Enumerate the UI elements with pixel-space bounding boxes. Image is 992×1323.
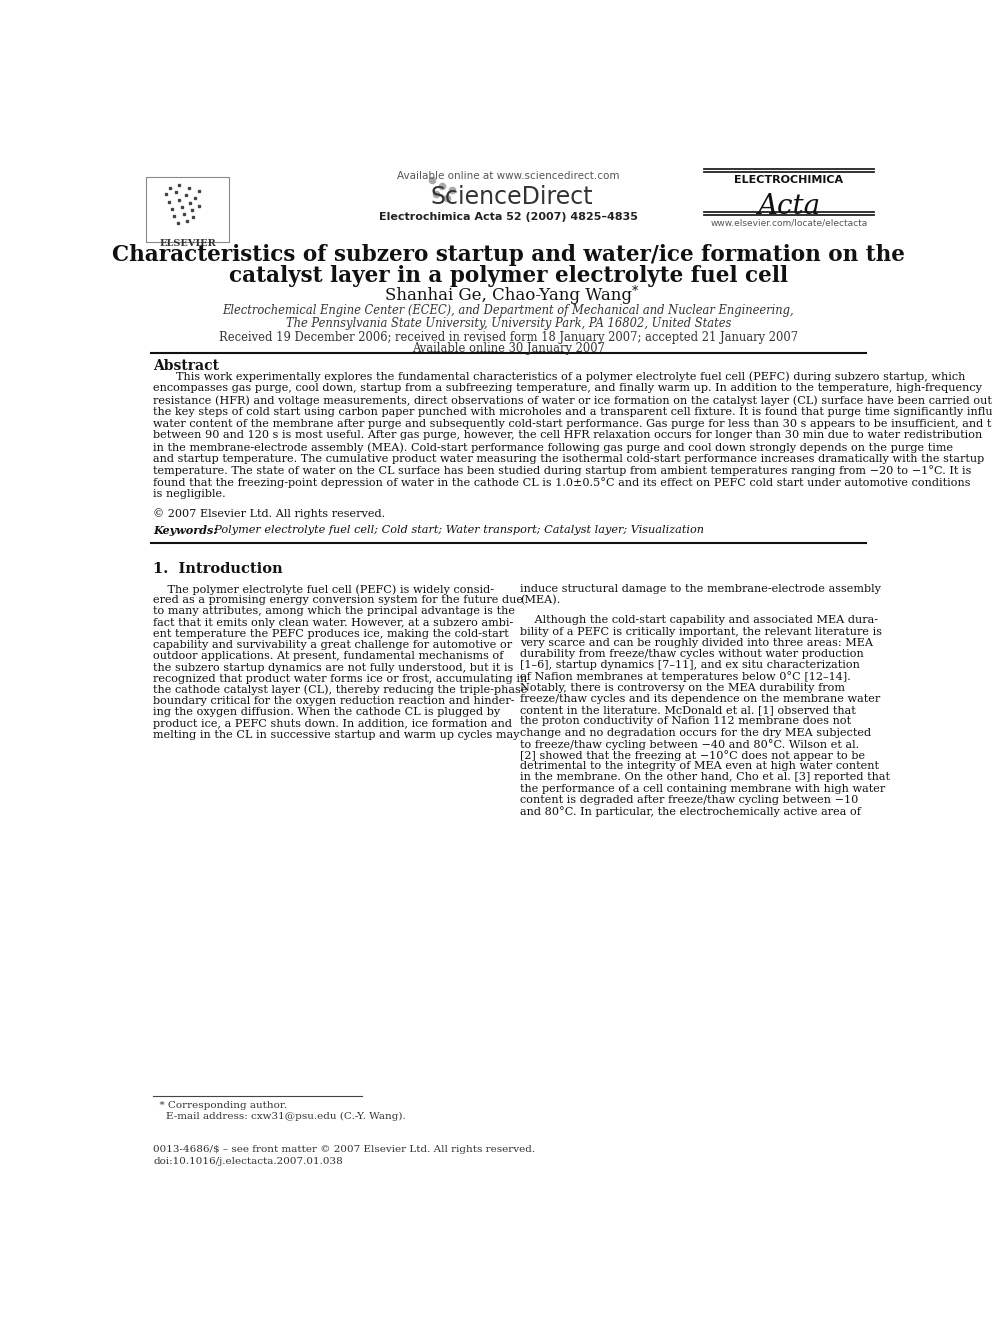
Text: the key steps of cold start using carbon paper punched with microholes and a tra: the key steps of cold start using carbon… [153, 406, 992, 417]
Text: Although the cold-start capability and associated MEA dura-: Although the cold-start capability and a… [520, 615, 878, 626]
Text: Available online 30 January 2007: Available online 30 January 2007 [412, 343, 605, 355]
Text: E-mail address: cxw31@psu.edu (C.-Y. Wang).: E-mail address: cxw31@psu.edu (C.-Y. Wan… [153, 1113, 406, 1122]
Text: in the membrane-electrode assembly (MEA). Cold-start performance following gas p: in the membrane-electrode assembly (MEA)… [153, 442, 953, 452]
Text: very scarce and can be roughly divided into three areas: MEA: very scarce and can be roughly divided i… [520, 638, 873, 648]
Text: The Pennsylvania State University, University Park, PA 16802, United States: The Pennsylvania State University, Unive… [286, 316, 731, 329]
Text: melting in the CL in successive startup and warm up cycles may: melting in the CL in successive startup … [153, 730, 520, 740]
Text: [2] showed that the freezing at −10°C does not appear to be: [2] showed that the freezing at −10°C do… [520, 750, 865, 761]
Text: found that the freezing-point depression of water in the cathode CL is 1.0±0.5°C: found that the freezing-point depression… [153, 478, 971, 488]
Text: ing the oxygen diffusion. When the cathode CL is plugged by: ing the oxygen diffusion. When the catho… [153, 708, 501, 717]
Text: is negligible.: is negligible. [153, 488, 226, 499]
Text: (MEA).: (MEA). [520, 595, 560, 606]
Text: content is degraded after freeze/thaw cycling between −10: content is degraded after freeze/thaw cy… [520, 795, 858, 804]
Text: detrimental to the integrity of MEA even at high water content: detrimental to the integrity of MEA even… [520, 761, 879, 771]
Text: The polymer electrolyte fuel cell (PEFC) is widely consid-: The polymer electrolyte fuel cell (PEFC)… [153, 583, 494, 594]
Text: ELSEVIER: ELSEVIER [160, 239, 216, 249]
Text: product ice, a PEFC shuts down. In addition, ice formation and: product ice, a PEFC shuts down. In addit… [153, 718, 512, 729]
Text: www.elsevier.com/locate/electacta: www.elsevier.com/locate/electacta [710, 218, 868, 228]
Text: 0013-4686/$ – see front matter © 2007 Elsevier Ltd. All rights reserved.: 0013-4686/$ – see front matter © 2007 El… [153, 1144, 536, 1154]
Text: Acta: Acta [758, 193, 820, 221]
Text: doi:10.1016/j.electacta.2007.01.038: doi:10.1016/j.electacta.2007.01.038 [153, 1158, 343, 1166]
Text: fact that it emits only clean water. However, at a subzero ambi-: fact that it emits only clean water. How… [153, 618, 514, 627]
Text: ScienceDirect: ScienceDirect [431, 185, 593, 209]
Text: Abstract: Abstract [153, 360, 219, 373]
Text: boundary critical for the oxygen reduction reaction and hinder-: boundary critical for the oxygen reducti… [153, 696, 515, 706]
Text: ered as a promising energy conversion system for the future due: ered as a promising energy conversion sy… [153, 595, 523, 606]
Text: temperature. The state of water on the CL surface has been studied during startu: temperature. The state of water on the C… [153, 466, 971, 476]
Text: water content of the membrane after purge and subsequently cold-start performanc: water content of the membrane after purg… [153, 418, 992, 429]
Text: Characteristics of subzero startup and water/ice formation on the: Characteristics of subzero startup and w… [112, 245, 905, 266]
Text: induce structural damage to the membrane-electrode assembly: induce structural damage to the membrane… [520, 583, 881, 594]
Text: ELECTROCHIMICA: ELECTROCHIMICA [734, 175, 843, 185]
Text: outdoor applications. At present, fundamental mechanisms of: outdoor applications. At present, fundam… [153, 651, 504, 662]
Text: Available online at www.sciencedirect.com: Available online at www.sciencedirect.co… [397, 171, 620, 181]
Text: Received 19 December 2006; received in revised form 18 January 2007; accepted 21: Received 19 December 2006; received in r… [219, 331, 798, 344]
Text: in the membrane. On the other hand, Cho et al. [3] reported that: in the membrane. On the other hand, Cho … [520, 773, 890, 782]
Text: and startup temperature. The cumulative product water measuring the isothermal c: and startup temperature. The cumulative … [153, 454, 984, 463]
Text: © 2007 Elsevier Ltd. All rights reserved.: © 2007 Elsevier Ltd. All rights reserved… [153, 508, 385, 520]
Text: 1.  Introduction: 1. Introduction [153, 562, 283, 576]
Text: encompasses gas purge, cool down, startup from a subfreezing temperature, and fi: encompasses gas purge, cool down, startu… [153, 384, 982, 393]
Text: durability from freeze/thaw cycles without water production: durability from freeze/thaw cycles witho… [520, 650, 864, 659]
Text: Polymer electrolyte fuel cell; Cold start; Water transport; Catalyst layer; Visu: Polymer electrolyte fuel cell; Cold star… [207, 525, 704, 534]
Text: Electrochemical Engine Center (ECEC), and Department of Mechanical and Nuclear E: Electrochemical Engine Center (ECEC), an… [222, 304, 795, 318]
Text: the performance of a cell containing membrane with high water: the performance of a cell containing mem… [520, 783, 885, 794]
Text: and 80°C. In particular, the electrochemically active area of: and 80°C. In particular, the electrochem… [520, 806, 861, 816]
Text: content in the literature. McDonald et al. [1] observed that: content in the literature. McDonald et a… [520, 705, 856, 716]
Text: to many attributes, among which the principal advantage is the: to many attributes, among which the prin… [153, 606, 515, 617]
Text: This work experimentally explores the fundamental characteristics of a polymer e: This work experimentally explores the fu… [177, 372, 965, 382]
Text: catalyst layer in a polymer electrolyte fuel cell: catalyst layer in a polymer electrolyte … [229, 265, 788, 287]
Text: Keywords:: Keywords: [153, 525, 217, 536]
FancyBboxPatch shape [146, 177, 229, 242]
Text: the subzero startup dynamics are not fully understood, but it is: the subzero startup dynamics are not ful… [153, 663, 514, 672]
Text: Notably, there is controversy on the MEA durability from: Notably, there is controversy on the MEA… [520, 683, 845, 693]
Text: *: * [632, 284, 638, 298]
Text: recognized that product water forms ice or frost, accumulating in: recognized that product water forms ice … [153, 673, 528, 684]
Text: Shanhai Ge, Chao-Yang Wang: Shanhai Ge, Chao-Yang Wang [385, 287, 632, 304]
Text: Electrochimica Acta 52 (2007) 4825–4835: Electrochimica Acta 52 (2007) 4825–4835 [379, 212, 638, 222]
Text: bility of a PEFC is critically important, the relevant literature is: bility of a PEFC is critically important… [520, 627, 882, 636]
Text: resistance (HFR) and voltage measurements, direct observations of water or ice f: resistance (HFR) and voltage measurement… [153, 396, 992, 406]
Text: capability and survivability a great challenge for automotive or: capability and survivability a great cha… [153, 640, 512, 650]
Text: [1–6], startup dynamics [7–11], and ex situ characterization: [1–6], startup dynamics [7–11], and ex s… [520, 660, 860, 671]
Text: ent temperature the PEFC produces ice, making the cold-start: ent temperature the PEFC produces ice, m… [153, 628, 509, 639]
Text: change and no degradation occurs for the dry MEA subjected: change and no degradation occurs for the… [520, 728, 871, 737]
Text: * Corresponding author.: * Corresponding author. [153, 1101, 288, 1110]
Text: between 90 and 120 s is most useful. After gas purge, however, the cell HFR rela: between 90 and 120 s is most useful. Aft… [153, 430, 982, 441]
Text: the cathode catalyst layer (CL), thereby reducing the triple-phase: the cathode catalyst layer (CL), thereby… [153, 685, 528, 696]
Text: to freeze/thaw cycling between −40 and 80°C. Wilson et al.: to freeze/thaw cycling between −40 and 8… [520, 738, 859, 750]
Text: the proton conductivity of Nafion 112 membrane does not: the proton conductivity of Nafion 112 me… [520, 716, 851, 726]
Text: of Nafion membranes at temperatures below 0°C [12–14].: of Nafion membranes at temperatures belo… [520, 672, 851, 683]
Text: freeze/thaw cycles and its dependence on the membrane water: freeze/thaw cycles and its dependence on… [520, 693, 880, 704]
